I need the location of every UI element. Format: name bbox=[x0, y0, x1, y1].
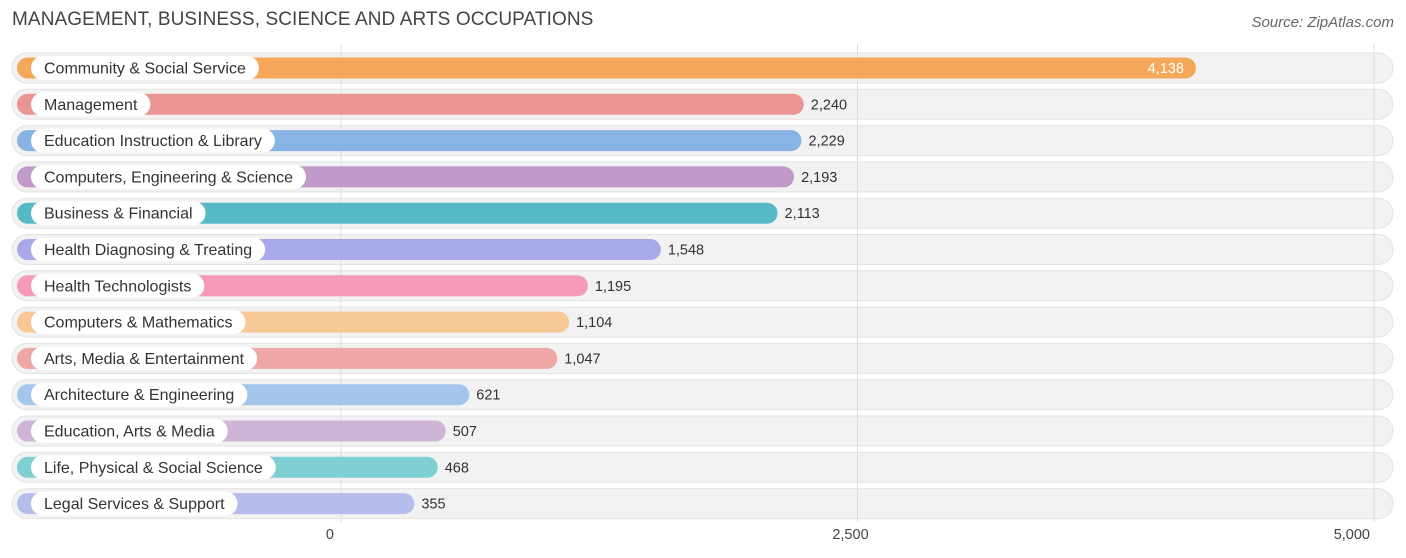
value-label: 2,193 bbox=[801, 170, 837, 186]
value-label: 1,047 bbox=[564, 351, 600, 367]
value-label: 1,548 bbox=[668, 243, 704, 259]
category-label: Health Diagnosing & Treating bbox=[44, 242, 252, 259]
value-label: 507 bbox=[453, 424, 477, 440]
x-tick-label: 0 bbox=[326, 527, 334, 543]
bar bbox=[17, 202, 778, 224]
category-label-background bbox=[31, 201, 206, 226]
category-label-background bbox=[31, 164, 307, 189]
category-label: Arts, Media & Entertainment bbox=[44, 351, 245, 368]
source-note: Source: ZipAtlas.com bbox=[1251, 14, 1394, 31]
category-label: Health Technologists bbox=[44, 278, 191, 295]
chart-bars: Community & Social Service 4,138 Managemen… bbox=[17, 56, 1196, 516]
category-label-background bbox=[31, 346, 258, 371]
value-label: 355 bbox=[421, 497, 445, 513]
category-label-background bbox=[31, 382, 248, 407]
value-label: 621 bbox=[476, 388, 500, 404]
value-label: 2,229 bbox=[809, 134, 845, 150]
category-label: Legal Services & Support bbox=[44, 496, 225, 513]
category-label: Business & Financial bbox=[44, 206, 193, 223]
x-tick-label: 2,500 bbox=[832, 527, 868, 543]
bar bbox=[17, 57, 1196, 79]
category-label-background bbox=[31, 92, 151, 117]
value-label: 2,240 bbox=[811, 97, 847, 113]
value-label: 4,138 bbox=[1148, 61, 1184, 77]
bar bbox=[17, 93, 804, 115]
value-label: 1,195 bbox=[595, 279, 631, 295]
category-label: Computers & Mathematics bbox=[44, 315, 233, 332]
category-label: Computers, Engineering & Science bbox=[44, 169, 293, 186]
category-label: Life, Physical & Social Science bbox=[44, 460, 263, 477]
x-tick-label: 5,000 bbox=[1334, 527, 1370, 543]
category-label-background bbox=[31, 237, 266, 262]
category-label: Community & Social Service bbox=[44, 61, 246, 78]
value-label: 468 bbox=[445, 460, 469, 476]
x-axis-ticks: 0 2,500 5,000 bbox=[326, 527, 1370, 543]
value-label: 2,113 bbox=[785, 206, 820, 222]
category-label: Education Instruction & Library bbox=[44, 133, 262, 150]
category-label-background bbox=[31, 273, 205, 298]
category-label-background bbox=[31, 56, 259, 80]
category-label-background bbox=[31, 128, 275, 153]
value-label: 1,104 bbox=[576, 315, 612, 331]
category-label: Management bbox=[44, 97, 138, 114]
category-label-background bbox=[31, 310, 246, 335]
category-label: Education, Arts & Media bbox=[44, 424, 215, 441]
chart-title: MANAGEMENT, BUSINESS, SCIENCE AND ARTS O… bbox=[12, 9, 594, 30]
category-label-background bbox=[31, 455, 276, 480]
category-label-background bbox=[31, 491, 238, 516]
category-label-background bbox=[31, 419, 228, 443]
category-label: Architecture & Engineering bbox=[44, 387, 234, 404]
